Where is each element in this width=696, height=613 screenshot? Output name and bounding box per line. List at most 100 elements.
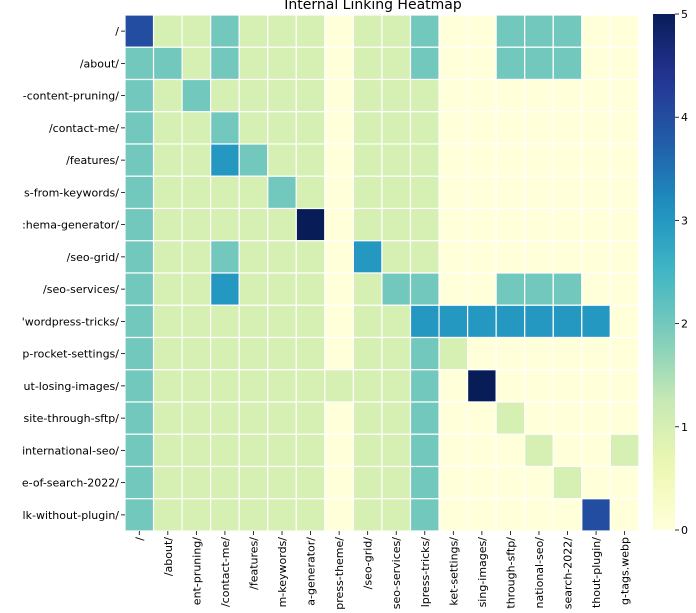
heatmap-cell	[324, 111, 355, 145]
heatmap-cell	[238, 336, 269, 371]
heatmap-cell	[467, 14, 497, 48]
heatmap-cell	[609, 240, 640, 274]
heatmap-cell	[324, 433, 355, 468]
heatmap-cell	[438, 336, 469, 371]
heatmap-cell	[210, 498, 240, 532]
heatmap-cell	[181, 78, 212, 113]
heatmap-cell	[124, 46, 155, 81]
heatmap-cell	[581, 498, 611, 532]
row-label: s-from-keywords/	[24, 186, 119, 199]
heatmap-cell	[352, 175, 383, 210]
heatmap-cell	[495, 401, 526, 435]
heatmap-cell	[295, 78, 326, 113]
heatmap-cell	[381, 401, 412, 435]
heatmap-cell	[267, 433, 297, 468]
heatmap-cell	[152, 46, 183, 81]
column-label: sing-images/	[476, 537, 489, 608]
heatmap-cell	[495, 304, 526, 339]
heatmap-cell	[581, 401, 611, 435]
heatmap-cell	[267, 207, 297, 242]
heatmap-cell	[267, 369, 297, 403]
heatmap-cell	[152, 78, 183, 113]
heatmap-cell	[210, 433, 240, 468]
heatmap-cell	[124, 207, 155, 242]
heatmap-cell	[609, 14, 640, 48]
heatmap-cell	[324, 240, 355, 274]
heatmap-cell	[324, 46, 355, 81]
heatmap-cell	[267, 498, 297, 532]
heatmap-cell	[524, 78, 554, 113]
heatmap-cell	[352, 78, 383, 113]
heatmap-cell	[381, 46, 412, 81]
heatmap-cell	[609, 46, 640, 81]
heatmap-cell	[495, 78, 526, 113]
heatmap-cell	[495, 272, 526, 306]
heatmap-cell	[152, 207, 183, 242]
heatmap-cell	[352, 272, 383, 306]
heatmap-cell	[267, 111, 297, 145]
heatmap-cell	[210, 175, 240, 210]
heatmap-cell	[152, 304, 183, 339]
heatmap-cell	[381, 272, 412, 306]
heatmap-cell	[352, 111, 383, 145]
heatmap-cell	[124, 304, 155, 339]
column-label: lpress-tricks/	[419, 537, 432, 608]
heatmap-cell	[438, 143, 469, 177]
heatmap-cell	[438, 272, 469, 306]
heatmap-cell	[495, 46, 526, 81]
heatmap-cell	[152, 240, 183, 274]
heatmap-cell	[181, 401, 212, 435]
heatmap-cell	[295, 240, 326, 274]
heatmap-cell	[295, 369, 326, 403]
column-label: ket-settings/	[447, 537, 460, 606]
heatmap-cell	[581, 207, 611, 242]
heatmap-cell	[295, 336, 326, 371]
heatmap-cell	[438, 111, 469, 145]
heatmap-cell	[467, 465, 497, 500]
heatmap-cell	[238, 304, 269, 339]
column-label: thout-plugin/	[590, 537, 603, 608]
heatmap-cell	[552, 465, 583, 500]
heatmap-cell	[210, 336, 240, 371]
heatmap-cell	[467, 240, 497, 274]
heatmap-cell	[152, 433, 183, 468]
heatmap-cells	[124, 14, 640, 532]
heatmap-cell	[210, 401, 240, 435]
heatmap-cell	[210, 78, 240, 113]
heatmap-cell	[267, 465, 297, 500]
heatmap-cell	[524, 272, 554, 306]
heatmap-cell	[609, 401, 640, 435]
heatmap-cell	[324, 143, 355, 177]
colorbar-tick-label: 4	[681, 111, 688, 124]
heatmap-cell	[609, 336, 640, 371]
heatmap-cell	[181, 207, 212, 242]
heatmap-cell	[181, 369, 212, 403]
heatmap-cell	[267, 304, 297, 339]
heatmap-cell	[467, 304, 497, 339]
heatmap-cell	[124, 78, 155, 113]
heatmap-cell	[609, 498, 640, 532]
heatmap-cell	[552, 78, 583, 113]
heatmap-cell	[409, 46, 440, 81]
column-label: /features/	[247, 537, 260, 590]
heatmap-cell	[210, 304, 240, 339]
row-label: /seo-grid/	[67, 251, 120, 264]
column-label: national-seo/	[533, 537, 546, 609]
heatmap-cell	[324, 78, 355, 113]
heatmap-cell	[609, 369, 640, 403]
column-label: /about/	[162, 537, 175, 576]
heatmap-cell	[238, 175, 269, 210]
heatmap-cell	[524, 175, 554, 210]
heatmap-cell	[295, 207, 326, 242]
heatmap-cell	[381, 14, 412, 48]
heatmap-cell	[409, 433, 440, 468]
heatmap-cell	[495, 240, 526, 274]
column-label: m-keywords/	[276, 537, 289, 608]
heatmap-cell	[609, 111, 640, 145]
heatmap-cell	[409, 78, 440, 113]
heatmap-cell	[552, 401, 583, 435]
heatmap-cell	[210, 272, 240, 306]
heatmap-cell	[552, 14, 583, 48]
heatmap-cell	[381, 369, 412, 403]
heatmap-cell	[467, 336, 497, 371]
